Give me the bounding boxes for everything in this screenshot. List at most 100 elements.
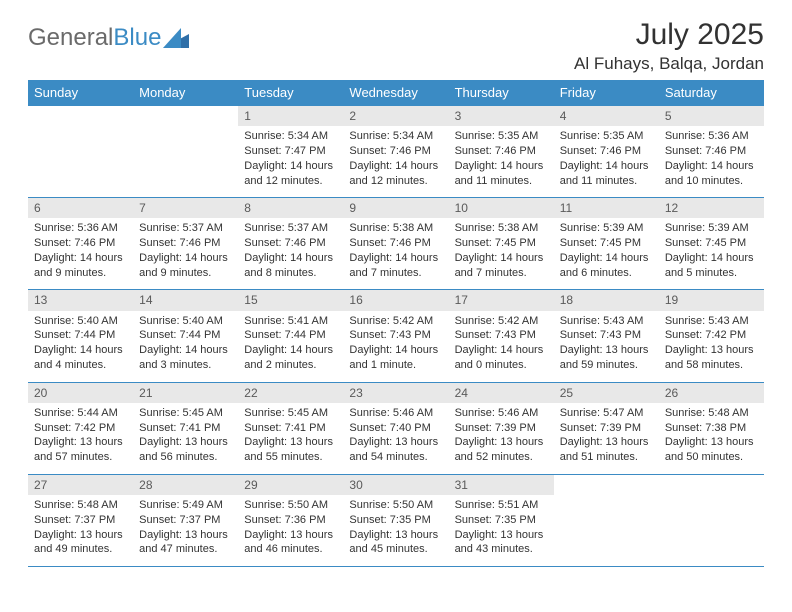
- day-header-row: Sunday Monday Tuesday Wednesday Thursday…: [28, 80, 764, 106]
- day-number-cell: 23: [343, 382, 448, 403]
- day-number-cell: 13: [28, 290, 133, 311]
- sunset-text: Sunset: 7:42 PM: [34, 421, 127, 436]
- day-content-cell: Sunrise: 5:39 AMSunset: 7:45 PMDaylight:…: [659, 218, 764, 290]
- sunset-text: Sunset: 7:35 PM: [455, 513, 548, 528]
- sunset-text: Sunset: 7:44 PM: [34, 328, 127, 343]
- day-number-cell: 30: [343, 474, 448, 495]
- sunset-text: Sunset: 7:43 PM: [560, 328, 653, 343]
- day-content-cell: Sunrise: 5:51 AMSunset: 7:35 PMDaylight:…: [449, 495, 554, 567]
- sunrise-text: Sunrise: 5:43 AM: [560, 314, 653, 329]
- daylight-text: Daylight: 13 hours and 57 minutes.: [34, 435, 127, 465]
- daylight-text: Daylight: 13 hours and 43 minutes.: [455, 528, 548, 558]
- sunset-text: Sunset: 7:47 PM: [244, 144, 337, 159]
- day-number-cell: 3: [449, 106, 554, 127]
- day-number-cell: [133, 106, 238, 127]
- day-number-cell: 4: [554, 106, 659, 127]
- sunrise-text: Sunrise: 5:35 AM: [560, 129, 653, 144]
- sunset-text: Sunset: 7:45 PM: [455, 236, 548, 251]
- sunset-text: Sunset: 7:46 PM: [349, 236, 442, 251]
- day-number-cell: 19: [659, 290, 764, 311]
- day-number-cell: 6: [28, 198, 133, 219]
- sunrise-text: Sunrise: 5:36 AM: [34, 221, 127, 236]
- day-number-cell: 9: [343, 198, 448, 219]
- day-content-row: Sunrise: 5:34 AM Sunset: 7:47 PM Daylight:…: [28, 126, 764, 198]
- sunset-text: Sunset: 7:46 PM: [349, 144, 442, 159]
- day-content-cell: Sunrise: 5:34 AMSunset: 7:47 PMDaylight:…: [238, 126, 343, 198]
- sunset-text: Sunset: 7:46 PM: [665, 144, 758, 159]
- sunrise-text: Sunrise: 5:46 AM: [455, 406, 548, 421]
- sunrise-text: Sunrise: 5:42 AM: [455, 314, 548, 329]
- day-number-cell: 27: [28, 474, 133, 495]
- sunrise-text: Sunrise: 5:50 AM: [349, 498, 442, 513]
- daylight-text: Daylight: 14 hours and 10 minutes.: [665, 159, 758, 189]
- daylight-text: Daylight: 13 hours and 50 minutes.: [665, 435, 758, 465]
- sunrise-text: Sunrise: 5:36 AM: [665, 129, 758, 144]
- day-number-cell: 11: [554, 198, 659, 219]
- logo: GeneralBlue: [28, 24, 189, 52]
- daylight-text: Daylight: 13 hours and 56 minutes.: [139, 435, 232, 465]
- day-content-cell: Sunrise: 5:34 AMSunset: 7:46 PMDaylight:…: [343, 126, 448, 198]
- day-content-cell: Sunrise: 5:45 AMSunset: 7:41 PMDaylight:…: [133, 403, 238, 475]
- day-content-cell: Sunrise: 5:38 AMSunset: 7:46 PMDaylight:…: [343, 218, 448, 290]
- sunset-text: Sunset: 7:45 PM: [665, 236, 758, 251]
- day-number-row: 6789101112: [28, 198, 764, 219]
- daylight-text: Daylight: 14 hours and 7 minutes.: [455, 251, 548, 281]
- day-content-cell: [133, 126, 238, 198]
- sunrise-text: Sunrise: 5:34 AM: [349, 129, 442, 144]
- sunrise-text: Sunrise: 5:49 AM: [139, 498, 232, 513]
- day-number-cell: 31: [449, 474, 554, 495]
- day-content-row: Sunrise: 5:36 AM Sunset: 7:46 PM Daylight:…: [28, 218, 764, 290]
- day-number-cell: 16: [343, 290, 448, 311]
- sunset-text: Sunset: 7:46 PM: [139, 236, 232, 251]
- sunrise-text: Sunrise: 5:37 AM: [139, 221, 232, 236]
- day-number-row: 13141516171819: [28, 290, 764, 311]
- calendar-table: Sunday Monday Tuesday Wednesday Thursday…: [28, 80, 764, 567]
- sunrise-text: Sunrise: 5:39 AM: [665, 221, 758, 236]
- day-content-cell: Sunrise: 5:40 AMSunset: 7:44 PMDaylight:…: [28, 311, 133, 383]
- day-content-cell: Sunrise: 5:43 AMSunset: 7:42 PMDaylight:…: [659, 311, 764, 383]
- day-content-cell: Sunrise: 5:42 AMSunset: 7:43 PMDaylight:…: [449, 311, 554, 383]
- sunrise-text: Sunrise: 5:39 AM: [560, 221, 653, 236]
- day-content-cell: Sunrise: 5:44 AMSunset: 7:42 PMDaylight:…: [28, 403, 133, 475]
- daylight-text: Daylight: 14 hours and 4 minutes.: [34, 343, 127, 373]
- day-content-cell: Sunrise: 5:47 AMSunset: 7:39 PMDaylight:…: [554, 403, 659, 475]
- day-header: Friday: [554, 80, 659, 106]
- day-number-cell: [659, 474, 764, 495]
- sunrise-text: Sunrise: 5:45 AM: [139, 406, 232, 421]
- day-content-cell: Sunrise: 5:35 AMSunset: 7:46 PMDaylight:…: [554, 126, 659, 198]
- daylight-text: Daylight: 14 hours and 3 minutes.: [139, 343, 232, 373]
- day-number-row: 12345: [28, 106, 764, 127]
- day-content-cell: Sunrise: 5:36 AMSunset: 7:46 PMDaylight:…: [659, 126, 764, 198]
- logo-text-2: Blue: [113, 24, 161, 52]
- day-number-cell: 7: [133, 198, 238, 219]
- daylight-text: Daylight: 14 hours and 12 minutes.: [349, 159, 442, 189]
- daylight-text: Daylight: 13 hours and 46 minutes.: [244, 528, 337, 558]
- sunrise-text: Sunrise: 5:45 AM: [244, 406, 337, 421]
- day-number-cell: 8: [238, 198, 343, 219]
- logo-text-1: General: [28, 24, 113, 52]
- sunset-text: Sunset: 7:41 PM: [139, 421, 232, 436]
- day-content-cell: Sunrise: 5:49 AMSunset: 7:37 PMDaylight:…: [133, 495, 238, 567]
- sunset-text: Sunset: 7:44 PM: [139, 328, 232, 343]
- day-content-cell: Sunrise: 5:39 AMSunset: 7:45 PMDaylight:…: [554, 218, 659, 290]
- sunrise-text: Sunrise: 5:47 AM: [560, 406, 653, 421]
- sunrise-text: Sunrise: 5:37 AM: [244, 221, 337, 236]
- sunrise-text: Sunrise: 5:38 AM: [455, 221, 548, 236]
- sunset-text: Sunset: 7:42 PM: [665, 328, 758, 343]
- day-content-cell: Sunrise: 5:40 AMSunset: 7:44 PMDaylight:…: [133, 311, 238, 383]
- sunset-text: Sunset: 7:46 PM: [560, 144, 653, 159]
- day-header: Sunday: [28, 80, 133, 106]
- sunrise-text: Sunrise: 5:35 AM: [455, 129, 548, 144]
- day-header: Thursday: [449, 80, 554, 106]
- daylight-text: Daylight: 14 hours and 8 minutes.: [244, 251, 337, 281]
- day-content-cell: Sunrise: 5:50 AMSunset: 7:35 PMDaylight:…: [343, 495, 448, 567]
- daylight-text: Daylight: 14 hours and 0 minutes.: [455, 343, 548, 373]
- day-content-cell: Sunrise: 5:37 AMSunset: 7:46 PMDaylight:…: [133, 218, 238, 290]
- daylight-text: Daylight: 13 hours and 51 minutes.: [560, 435, 653, 465]
- sunrise-text: Sunrise: 5:38 AM: [349, 221, 442, 236]
- sunrise-text: Sunrise: 5:40 AM: [34, 314, 127, 329]
- sunrise-text: Sunrise: 5:48 AM: [34, 498, 127, 513]
- page-title: July 2025: [574, 18, 764, 52]
- day-header: Saturday: [659, 80, 764, 106]
- day-number-cell: 22: [238, 382, 343, 403]
